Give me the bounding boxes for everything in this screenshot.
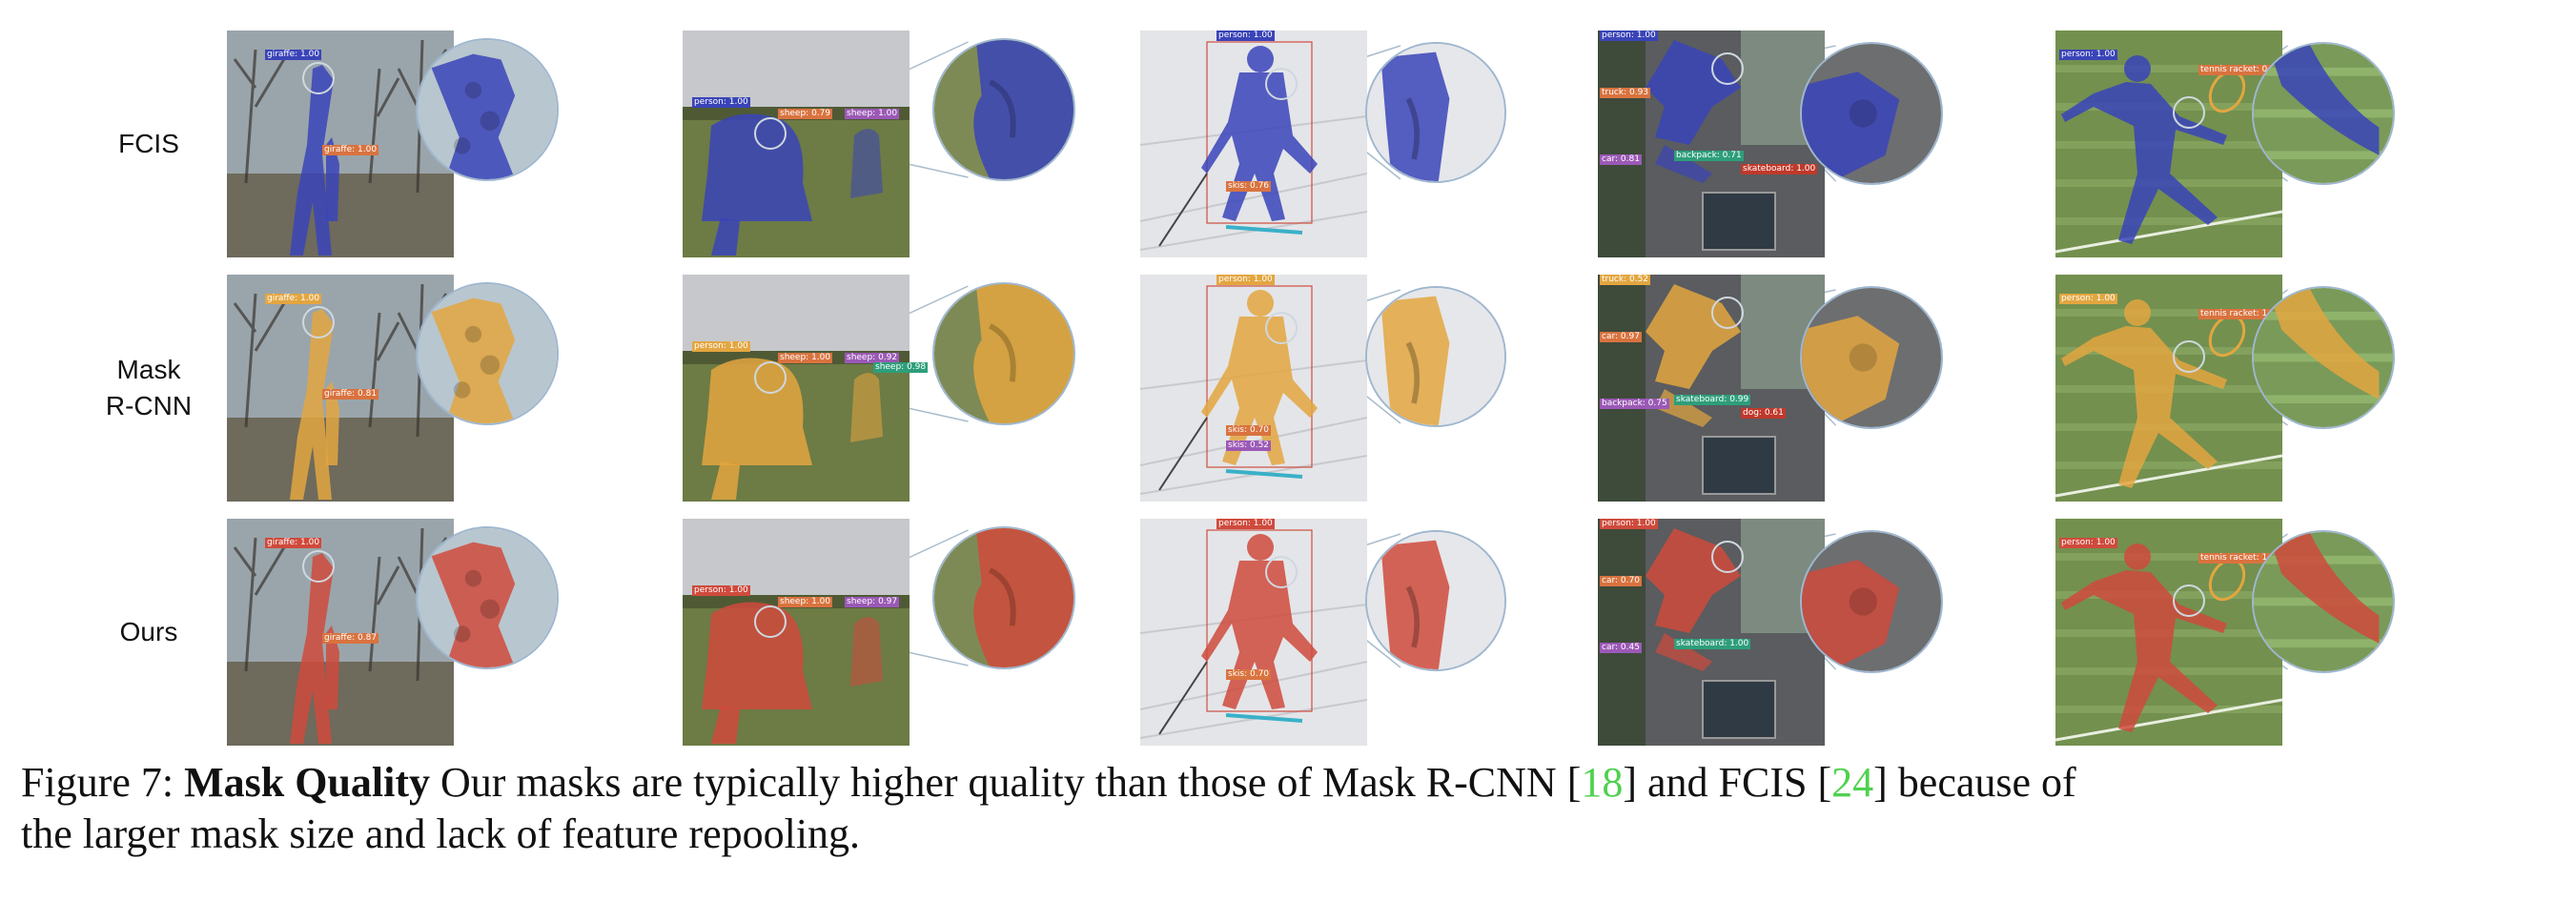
detection-label: sheep: 1.00 bbox=[778, 353, 833, 363]
detection-label: sheep: 0.92 bbox=[845, 353, 900, 363]
detection-label: sheep: 1.00 bbox=[778, 597, 833, 607]
detection-label: skis: 0.70 bbox=[1226, 669, 1272, 680]
row-label-line: R-CNN bbox=[105, 391, 193, 420]
zoom-inset-skier-2 bbox=[1365, 530, 1506, 671]
detection-label: tennis racket: 0.99 bbox=[2198, 65, 2283, 75]
photo-sheep-0 bbox=[683, 31, 910, 257]
photo-skateboarder-2 bbox=[1598, 519, 1825, 746]
detection-label: person: 1.00 bbox=[692, 341, 750, 352]
zoom-inset-sheep-2 bbox=[932, 526, 1075, 669]
detection-label: skateboard: 0.99 bbox=[1674, 395, 1751, 405]
detection-label: car: 0.81 bbox=[1600, 154, 1642, 165]
detection-label: giraffe: 1.00 bbox=[265, 294, 322, 304]
detection-label: person: 1.00 bbox=[2059, 50, 2117, 60]
row-label-line: Ours bbox=[119, 617, 178, 646]
zoom-inset-sheep-0 bbox=[932, 38, 1075, 181]
row-label-line: Mask bbox=[116, 355, 181, 384]
zoom-inset-tennis-2 bbox=[2252, 530, 2395, 673]
detection-label: person: 1.00 bbox=[1216, 31, 1275, 41]
zoom-inset-tennis-1 bbox=[2252, 286, 2395, 429]
detection-label: skateboard: 1.00 bbox=[1674, 639, 1751, 649]
zoom-inset-skateboarder-0 bbox=[1800, 42, 1943, 185]
detection-label: person: 1.00 bbox=[1216, 275, 1275, 285]
detection-label: backpack: 0.75 bbox=[1600, 399, 1669, 409]
detection-label: car: 0.97 bbox=[1600, 332, 1642, 342]
detection-label: skis: 0.52 bbox=[1226, 441, 1272, 451]
photo-skier-1 bbox=[1140, 275, 1367, 502]
photo-giraffes-0 bbox=[227, 31, 454, 257]
detection-label: sheep: 0.98 bbox=[873, 362, 929, 373]
citation-24[interactable]: 24 bbox=[1831, 759, 1874, 806]
row-label-0: FCIS bbox=[53, 126, 244, 162]
photo-skier-2 bbox=[1140, 519, 1367, 746]
photo-giraffes-2 bbox=[227, 519, 454, 746]
detection-label: car: 0.70 bbox=[1600, 576, 1642, 586]
detection-label: person: 1.00 bbox=[1600, 519, 1658, 529]
detection-label: person: 1.00 bbox=[1216, 519, 1275, 529]
detection-label: sheep: 0.79 bbox=[778, 109, 833, 119]
photo-sheep-2 bbox=[683, 519, 910, 746]
caption-text-1: Our masks are typically higher quality t… bbox=[430, 759, 1582, 806]
photo-skateboarder-1 bbox=[1598, 275, 1825, 502]
detection-label: person: 1.00 bbox=[1600, 31, 1658, 41]
row-label-2: Ours bbox=[53, 614, 244, 650]
caption-text-2: ] and FCIS [ bbox=[1623, 759, 1832, 806]
caption-line-2: the larger mask size and lack of feature… bbox=[21, 810, 861, 857]
detection-label: skis: 0.70 bbox=[1226, 425, 1272, 436]
zoom-inset-giraffes-2 bbox=[416, 526, 559, 669]
zoom-inset-sheep-1 bbox=[932, 282, 1075, 425]
detection-label: person: 1.00 bbox=[2059, 538, 2117, 548]
photo-sheep-1 bbox=[683, 275, 910, 502]
detection-label: sheep: 1.00 bbox=[845, 109, 900, 119]
detection-label: giraffe: 1.00 bbox=[265, 50, 322, 60]
detection-label: skis: 0.76 bbox=[1226, 181, 1272, 192]
detection-label: tennis racket: 1.00 bbox=[2198, 553, 2283, 564]
row-label-1: Mask R-CNN bbox=[53, 352, 244, 424]
zoom-inset-skateboarder-2 bbox=[1800, 530, 1943, 673]
zoom-inset-giraffes-1 bbox=[416, 282, 559, 425]
detection-label: truck: 0.93 bbox=[1600, 88, 1651, 98]
detection-label: tennis racket: 1.00 bbox=[2198, 309, 2283, 319]
caption-prefix: Figure 7: bbox=[21, 759, 185, 806]
photo-tennis-0 bbox=[2055, 31, 2282, 257]
detection-label: giraffe: 1.00 bbox=[265, 538, 322, 548]
figure-caption: Figure 7: Mask Quality Our masks are typ… bbox=[21, 757, 2557, 860]
zoom-inset-tennis-0 bbox=[2252, 42, 2395, 185]
row-label-line: FCIS bbox=[118, 129, 179, 158]
detection-label: person: 1.00 bbox=[2059, 294, 2117, 304]
detection-label: person: 1.00 bbox=[692, 585, 750, 596]
zoom-inset-giraffes-0 bbox=[416, 38, 559, 181]
detection-label: skateboard: 1.00 bbox=[1741, 164, 1818, 174]
detection-label: giraffe: 0.81 bbox=[322, 389, 379, 400]
detection-label: sheep: 0.97 bbox=[845, 597, 900, 607]
detection-label: person: 1.00 bbox=[692, 97, 750, 108]
zoom-inset-skateboarder-1 bbox=[1800, 286, 1943, 429]
caption-text-3: ] because of bbox=[1873, 759, 2076, 806]
photo-skateboarder-0 bbox=[1598, 31, 1825, 257]
caption-bold-title: Mask Quality bbox=[184, 759, 431, 806]
detection-label: backpack: 0.71 bbox=[1674, 151, 1744, 161]
photo-skier-0 bbox=[1140, 31, 1367, 257]
detection-label: car: 0.45 bbox=[1600, 643, 1642, 653]
detection-label: truck: 0.52 bbox=[1600, 275, 1651, 285]
detection-label: giraffe: 1.00 bbox=[322, 145, 379, 155]
detection-label: dog: 0.61 bbox=[1741, 408, 1786, 419]
zoom-inset-skier-0 bbox=[1365, 42, 1506, 183]
citation-18[interactable]: 18 bbox=[1581, 759, 1624, 806]
photo-giraffes-1 bbox=[227, 275, 454, 502]
zoom-inset-skier-1 bbox=[1365, 286, 1506, 427]
detection-label: giraffe: 0.87 bbox=[322, 633, 379, 644]
